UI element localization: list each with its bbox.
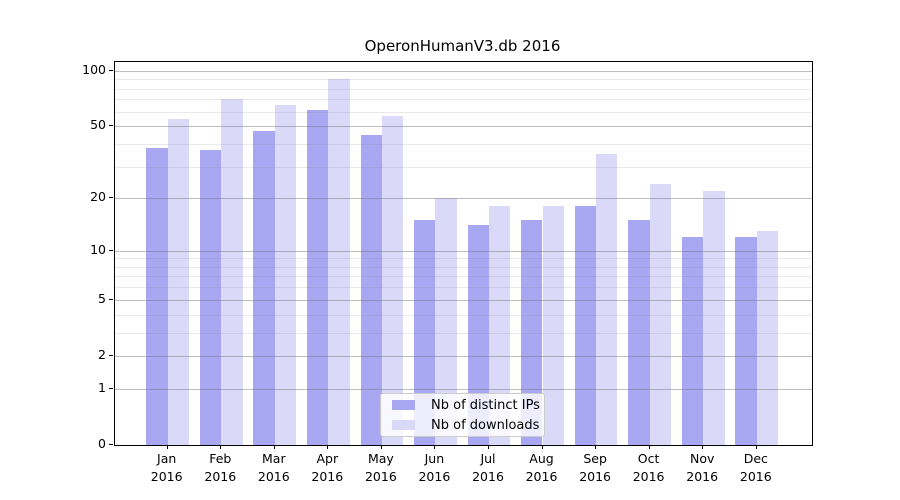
x-tick-label-oct: Oct 2016 [632,451,665,484]
bar-jun-distinct-ips [414,220,436,445]
x-tick-label-mar: Mar 2016 [257,451,290,484]
y-tick-label-10: 10 [90,241,106,257]
x-tick-jun [434,445,436,449]
bar-feb-downloads [221,99,243,445]
bar-sep-downloads [596,154,618,445]
bar-may-downloads [381,115,404,445]
x-tick-label-jul: Jul 2016 [472,451,504,484]
x-tick-mar [273,445,275,449]
y-tick-label-50: 50 [90,117,106,133]
bar-nov-downloads [703,190,725,445]
x-tick-sep [595,445,597,449]
bar-apr-downloads [328,79,350,445]
bar-nov-distinct-ips [681,237,704,445]
y-tick-0 [109,444,113,445]
bar-jan-downloads [167,118,190,445]
x-tick-nov [702,445,704,449]
bar-may-distinct-ips [360,134,382,445]
legend-item-distinct-ips: Nb of distinct IPs [387,397,540,414]
y-tick-label-2: 2 [98,346,106,362]
bar-jul-downloads [489,206,511,445]
bar-dec-distinct-ips [735,237,757,445]
y-tick-label-5: 5 [98,290,106,306]
y-tick-100 [109,69,113,71]
x-tick-jan [166,445,168,449]
x-tick-may [380,445,382,449]
bar-jul-distinct-ips [467,225,489,445]
y-tick-1 [109,387,113,389]
bar-jun-downloads [435,198,457,445]
x-tick-aug [541,445,543,449]
bar-aug-downloads [542,206,564,445]
y-tick-label-0: 0 [98,436,106,451]
legend: Nb of distinct IPs Nb of downloads [380,393,545,437]
x-tick-oct [648,445,650,449]
y-tick-label-1: 1 [98,379,106,395]
legend-swatch-icon [392,400,415,410]
y-tick-50 [109,125,113,127]
x-tick-label-may: May 2016 [364,451,397,484]
bar-oct-distinct-ips [628,220,650,445]
chart-title: OperonHumanV3.db 2016 [364,37,561,55]
bar-mar-downloads [274,105,297,445]
bar-mar-distinct-ips [253,131,275,445]
x-tick-dec [755,445,757,449]
x-tick-label-jun: Jun 2016 [418,451,451,484]
legend-swatch-icon [392,420,415,430]
y-tick-2 [109,354,113,356]
y-tick-label-20: 20 [90,189,106,205]
x-tick-label-feb: Feb 2016 [204,451,237,484]
x-tick-label-nov: Nov 2016 [686,451,719,484]
x-tick-label-aug: Aug 2016 [525,451,558,484]
bar-sep-distinct-ips [574,206,597,445]
legend-label: Nb of downloads [431,417,540,433]
bar-aug-distinct-ips [521,220,543,445]
y-tick-5 [109,298,113,300]
y-tick-10 [109,249,113,251]
y-tick-label-100: 100 [82,61,106,77]
x-tick-label-apr: Apr 2016 [311,451,344,484]
bar-oct-downloads [649,183,671,445]
plot-area [114,61,813,446]
y-tick-20 [109,197,113,199]
bar-dec-downloads [756,230,779,445]
bar-jan-distinct-ips [146,147,168,445]
legend-label: Nb of distinct IPs [431,397,540,413]
x-tick-label-dec: Dec 2016 [739,451,772,484]
x-tick-label-sep: Sep 2016 [579,451,611,484]
legend-item-downloads: Nb of downloads [387,417,540,434]
bars-layer [115,62,812,445]
bar-apr-distinct-ips [306,110,329,445]
x-tick-apr [327,445,329,449]
x-tick-label-jan: Jan 2016 [150,451,183,484]
bar-feb-distinct-ips [199,150,222,445]
x-tick-feb [220,445,222,449]
x-tick-jul [488,445,489,449]
